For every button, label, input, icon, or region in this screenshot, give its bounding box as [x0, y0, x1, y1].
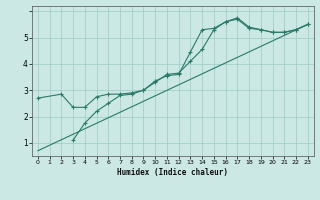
X-axis label: Humidex (Indice chaleur): Humidex (Indice chaleur) — [117, 168, 228, 177]
